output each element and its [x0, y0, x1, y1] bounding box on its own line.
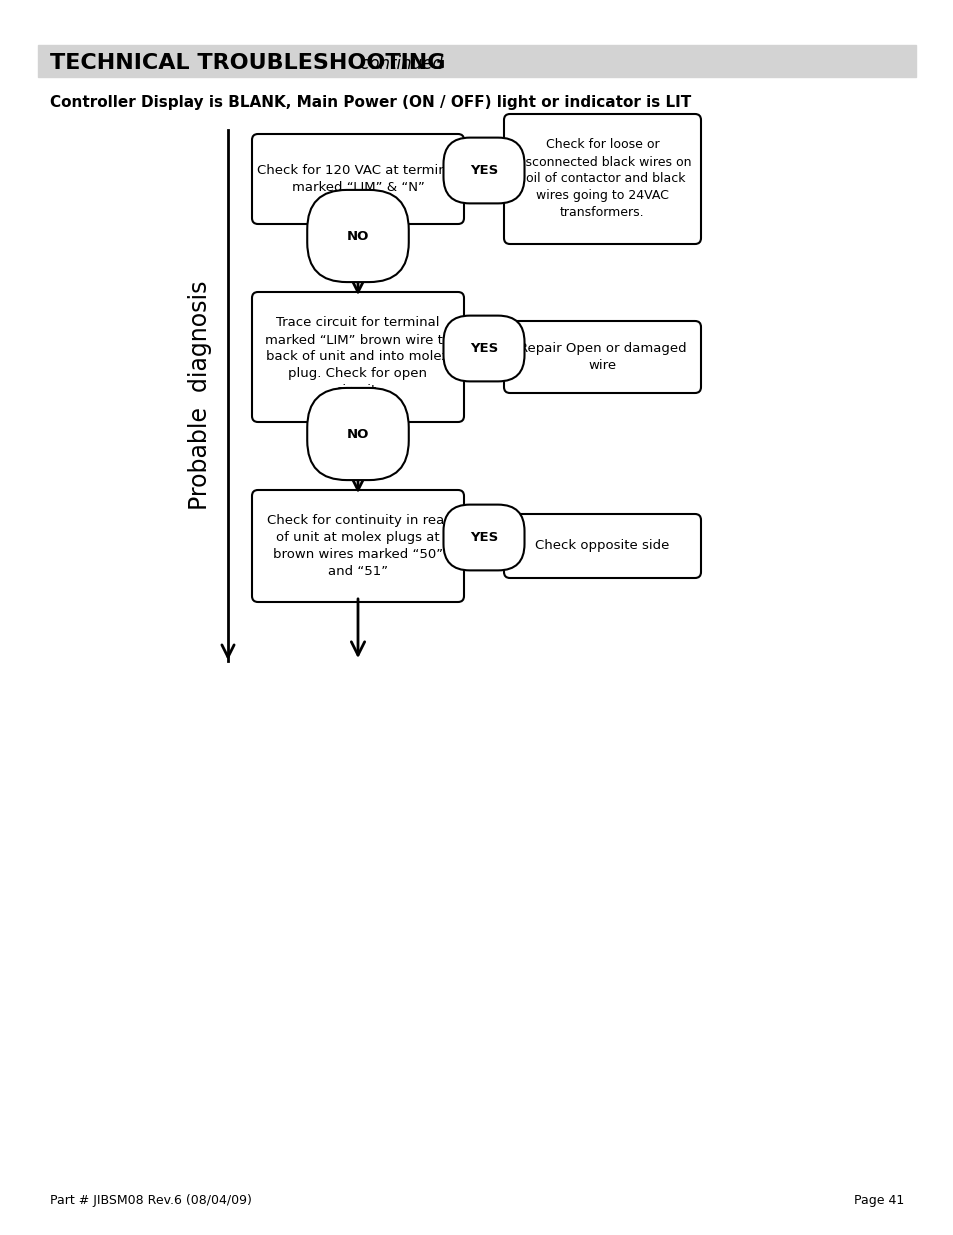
Text: YES: YES	[470, 531, 497, 543]
Text: Trace circuit for terminal
marked “LIM” brown wire to
back of unit and into mole: Trace circuit for terminal marked “LIM” …	[265, 316, 451, 398]
Text: Part # JIBSM08 Rev.6 (08/04/09): Part # JIBSM08 Rev.6 (08/04/09)	[50, 1194, 252, 1207]
Text: YES: YES	[470, 342, 497, 354]
FancyBboxPatch shape	[252, 135, 463, 224]
Text: TECHNICAL TROUBLESHOOTING: TECHNICAL TROUBLESHOOTING	[50, 53, 445, 73]
Text: Check for loose or
disconnected black wires on
coil of contactor and black
wires: Check for loose or disconnected black wi…	[514, 138, 691, 220]
Text: Page 41: Page 41	[853, 1194, 903, 1207]
Text: NO: NO	[347, 427, 369, 441]
FancyBboxPatch shape	[503, 114, 700, 245]
FancyBboxPatch shape	[252, 291, 463, 422]
Text: Probable  diagnosis: Probable diagnosis	[188, 280, 212, 510]
Text: continued: continued	[355, 56, 442, 73]
Bar	[38, 44, 915, 77]
Text: Check for continuity in rear
of unit at molex plugs at
brown wires marked “50”
a: Check for continuity in rear of unit at …	[266, 514, 449, 578]
Text: Check for 120 VAC at terminal
marked “LIM” & “N”: Check for 120 VAC at terminal marked “LI…	[257, 164, 458, 194]
Text: Repair Open or damaged
wire: Repair Open or damaged wire	[518, 342, 685, 372]
Text: NO: NO	[347, 230, 369, 242]
FancyBboxPatch shape	[503, 321, 700, 393]
Text: YES: YES	[470, 164, 497, 177]
FancyBboxPatch shape	[503, 514, 700, 578]
FancyBboxPatch shape	[252, 490, 463, 601]
Text: Controller Display is BLANK, Main Power (ON / OFF) light or indicator is LIT: Controller Display is BLANK, Main Power …	[50, 95, 691, 110]
Text: Check opposite side: Check opposite side	[535, 540, 669, 552]
